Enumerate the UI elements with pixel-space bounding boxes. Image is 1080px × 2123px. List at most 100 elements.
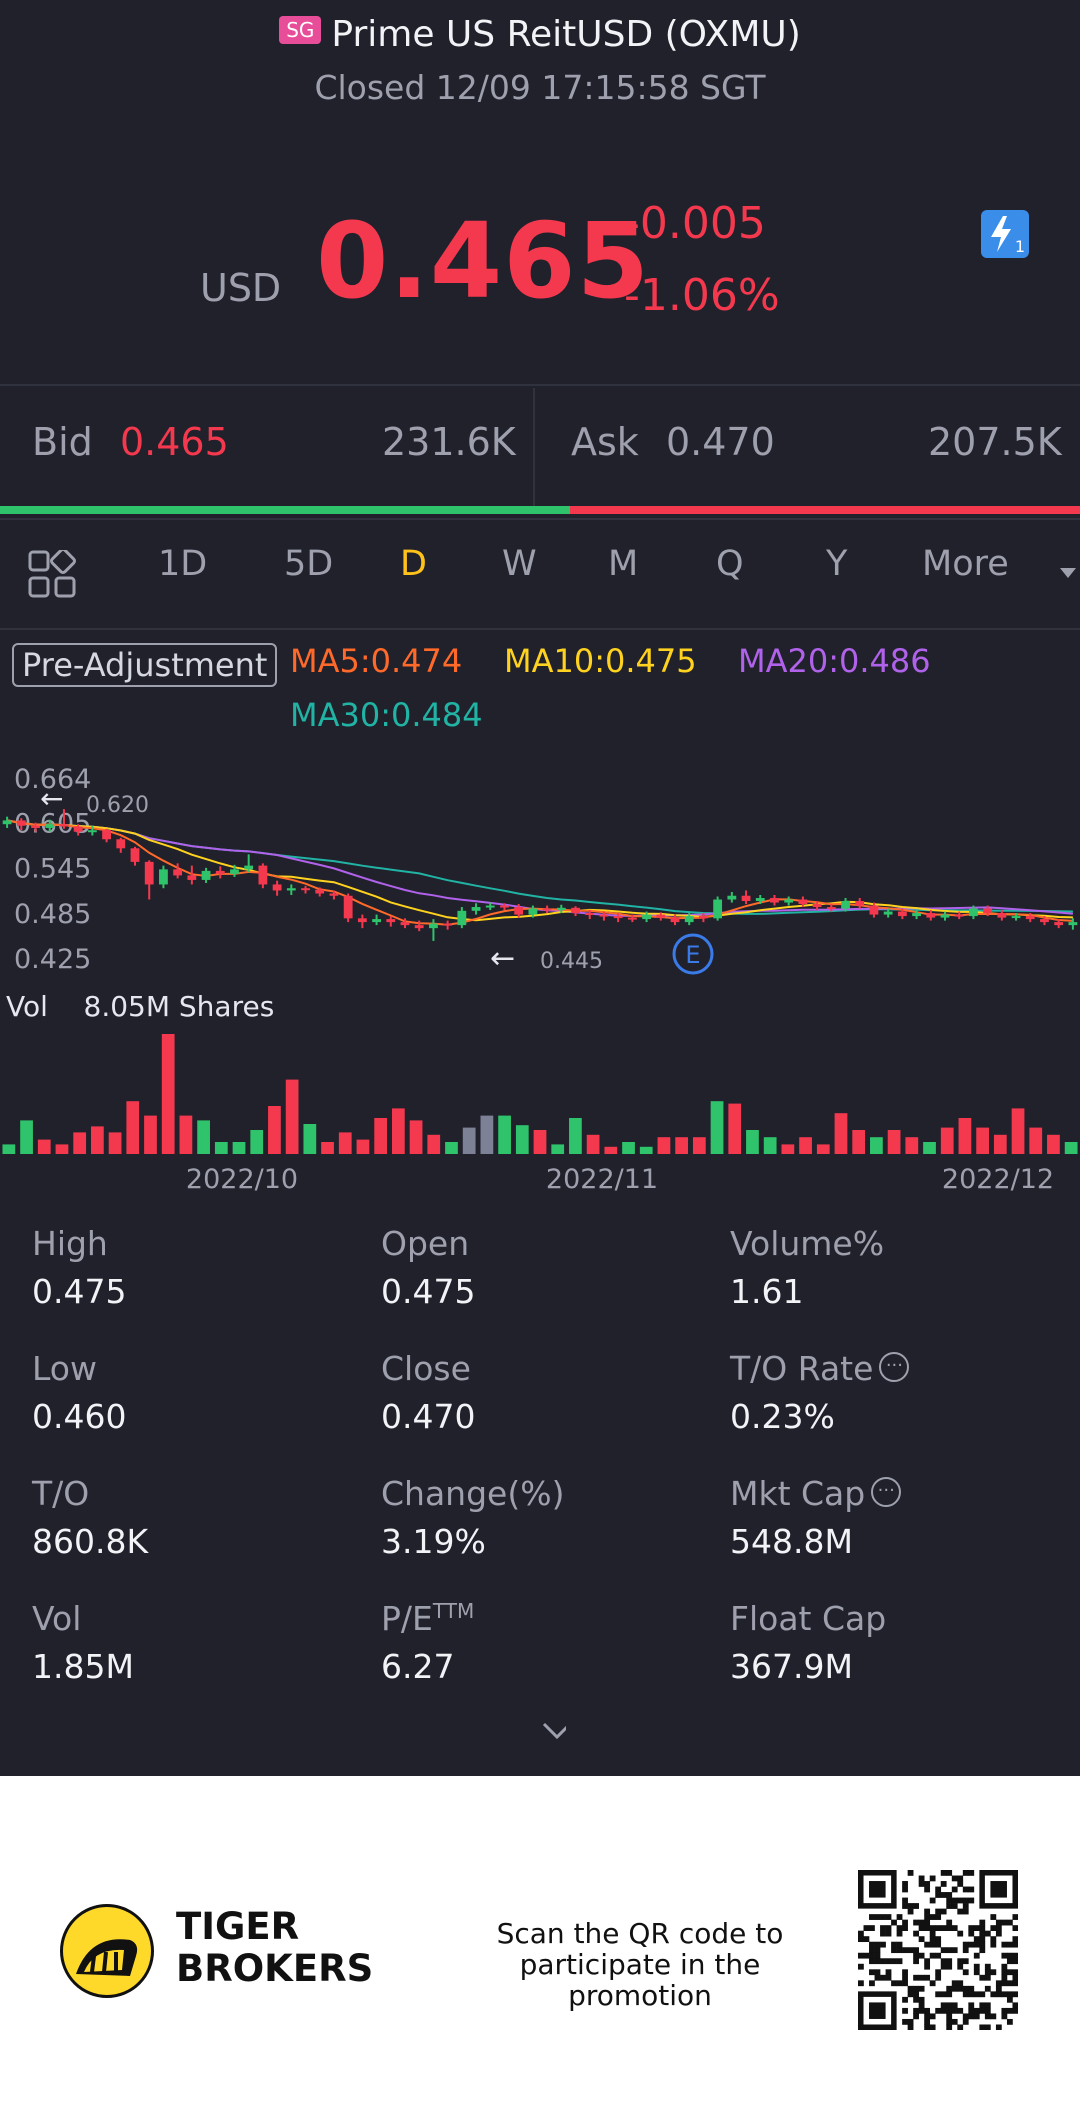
qr-module: [946, 1897, 953, 1904]
qr-module: [869, 1952, 875, 1959]
volume-bar: [108, 1132, 122, 1154]
qr-module: [935, 1941, 942, 1948]
ask-size: 207.5K: [928, 420, 1062, 464]
high-price-marker: 0.620: [86, 793, 149, 818]
volume-bar: [409, 1120, 423, 1154]
tab-weekly[interactable]: W: [502, 544, 537, 584]
stat-label: P/ETTM: [381, 1599, 474, 1638]
qr-module: [885, 1930, 892, 1937]
qr-module: [962, 1908, 969, 1915]
qr-module: [913, 1958, 919, 1965]
qr-module: [968, 1930, 975, 1937]
left-arrow-icon: ←: [40, 782, 63, 815]
candle-body: [187, 875, 197, 880]
qr-module: [984, 2024, 991, 2030]
candle-body: [301, 888, 310, 891]
qr-module: [891, 1980, 897, 1987]
qr-module: [902, 1881, 908, 1887]
qr-finder-core: [990, 1881, 1007, 1898]
volume-bar: [2, 1144, 16, 1154]
volume-bar: [1011, 1108, 1025, 1154]
tab-1d[interactable]: 1D: [158, 544, 208, 584]
candle-body: [528, 908, 538, 915]
volume-bar: [1029, 1127, 1043, 1154]
qr-module: [907, 1903, 914, 1909]
more-info-icon[interactable]: ···: [879, 1351, 910, 1382]
qr-module: [962, 1969, 969, 1976]
qr-module: [946, 1985, 953, 1992]
qr-module: [891, 1947, 897, 1954]
grid-layout-icon[interactable]: [28, 550, 76, 598]
qr-module: [918, 1936, 925, 1943]
qr-module: [962, 1985, 969, 1992]
price-change-percent: -1.06%: [624, 270, 780, 321]
qr-module: [874, 1947, 881, 1954]
qr-module: [913, 2007, 919, 2014]
qr-module: [929, 1914, 936, 1920]
volume-bar: [214, 1142, 228, 1154]
tab-daily[interactable]: D: [400, 544, 427, 584]
qr-module: [962, 1897, 969, 1904]
tab-more[interactable]: More: [922, 544, 1009, 584]
tab-yearly[interactable]: Y: [826, 544, 848, 584]
volume-bar: [940, 1127, 954, 1154]
qr-module: [940, 1958, 947, 1965]
candle-body: [258, 865, 268, 885]
candle-body: [443, 923, 453, 926]
qr-module: [984, 1974, 991, 1981]
qr-module: [940, 2007, 947, 2014]
qr-module: [962, 1903, 969, 1909]
candle-body: [1025, 916, 1035, 920]
volume-bar: [887, 1130, 901, 1154]
qr-module: [913, 1952, 919, 1959]
qr-module: [929, 2013, 936, 2020]
x-tick-label: 2022/11: [546, 1164, 658, 1195]
volume-bar: [781, 1144, 795, 1154]
qr-module: [979, 1941, 986, 1948]
qr-module: [924, 1886, 931, 1893]
volume-bar: [268, 1106, 281, 1154]
qr-module: [880, 1958, 886, 1965]
qr-module: [962, 1886, 969, 1893]
candle-body: [841, 901, 850, 909]
candle-body: [812, 904, 822, 908]
more-info-icon[interactable]: ···: [871, 1476, 902, 1507]
expand-chevron-icon[interactable]: [540, 1718, 566, 1744]
qr-module: [962, 2013, 969, 2020]
pre-adjustment-toggle[interactable]: Pre-Adjustment: [12, 643, 278, 687]
qr-module: [968, 1991, 975, 1998]
qr-module: [929, 1980, 936, 1987]
stat-label-text: T/O: [32, 1474, 90, 1513]
left-arrow-icon: ←: [490, 941, 515, 976]
qr-module: [1006, 1919, 1013, 1926]
tab-quarterly[interactable]: Q: [716, 544, 744, 584]
candle-body: [485, 905, 495, 908]
stat-value: 367.9M: [730, 1647, 853, 1686]
period-tabs: 1D 5D D W M Q Y More: [0, 544, 1080, 606]
volume-bar: [1064, 1142, 1078, 1154]
qr-module: [1001, 2007, 1008, 2014]
stat-label: Volume%: [730, 1224, 884, 1263]
candle-body: [102, 830, 111, 840]
qr-module: [951, 1980, 958, 1987]
tab-5d[interactable]: 5D: [284, 544, 334, 584]
candle-body: [386, 919, 396, 923]
stat-label: High: [32, 1224, 108, 1263]
stat-value: 3.19%: [381, 1522, 486, 1561]
volume-bar: [197, 1120, 210, 1154]
candle-body: [798, 899, 808, 905]
qr-module: [979, 1930, 986, 1937]
tab-monthly[interactable]: M: [608, 544, 639, 584]
candle-body: [926, 913, 936, 918]
volume-bar: [710, 1101, 724, 1154]
earnings-event-icon[interactable]: [672, 933, 714, 975]
chevron-down-icon[interactable]: [1058, 566, 1078, 582]
qr-module: [913, 1974, 919, 1981]
promo-line-1: Scan the QR code to: [496, 1917, 784, 1950]
qr-module: [1001, 2013, 1008, 2020]
qr-code[interactable]: [858, 1870, 1018, 2030]
stat-label-text: T/O Rate: [730, 1349, 874, 1388]
flash-trade-icon[interactable]: 1: [981, 210, 1029, 258]
qr-module: [885, 1969, 892, 1976]
